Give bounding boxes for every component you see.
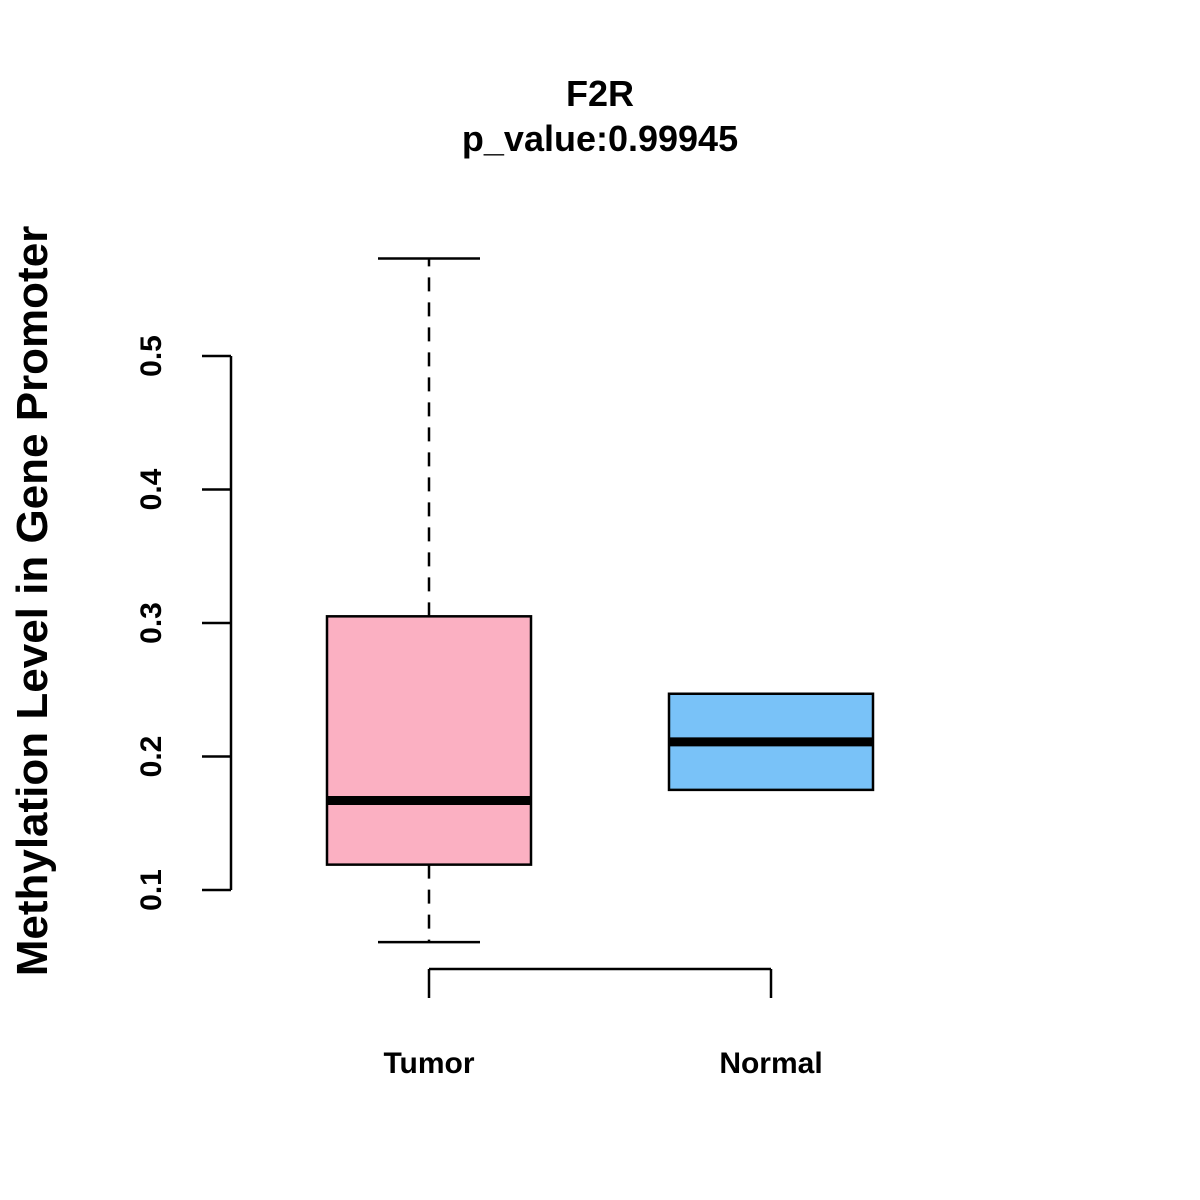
x-tick-label: Tumor xyxy=(383,1047,474,1080)
x-axis: Tumor Normal xyxy=(383,967,823,1080)
x-tick-label: Normal xyxy=(719,1047,822,1080)
chart-title: F2R xyxy=(566,73,634,114)
box-group-normal xyxy=(667,692,875,792)
chart-subtitle: p_value:0.99945 xyxy=(462,118,738,159)
boxes xyxy=(325,257,875,944)
y-tick-label: 0.3 xyxy=(135,602,168,644)
box-iqr xyxy=(325,615,533,866)
y-tick-label: 0.5 xyxy=(135,335,168,377)
box-group-tumor xyxy=(325,257,533,944)
y-axis-label: Methylation Level in Gene Promoter xyxy=(8,226,57,977)
y-tick-label: 0.4 xyxy=(135,468,168,510)
y-axis: 0.1 0.2 0.3 0.4 0.5 xyxy=(135,335,233,911)
y-tick-label: 0.2 xyxy=(135,736,168,778)
y-tick-label: 0.1 xyxy=(135,869,168,911)
